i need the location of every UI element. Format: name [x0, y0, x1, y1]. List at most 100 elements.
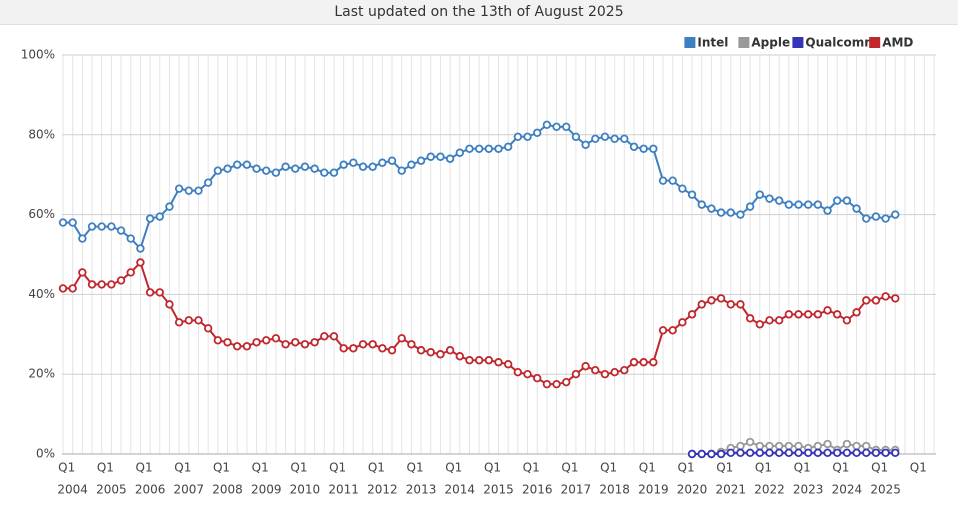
point: [716, 449, 726, 459]
point: [252, 164, 261, 173]
point: [600, 132, 610, 141]
series-line: [692, 451, 896, 455]
legend-swatch: [792, 37, 804, 48]
point: [484, 144, 494, 153]
point: [78, 268, 87, 277]
x-tick-label: Q1: [871, 461, 888, 475]
point: [794, 310, 803, 319]
point: [116, 226, 126, 235]
point: [262, 336, 271, 345]
legend-label: Intel: [697, 36, 728, 50]
point: [494, 358, 503, 367]
point: [174, 318, 184, 327]
point: [387, 156, 397, 165]
x-year-label: 2019: [638, 483, 669, 497]
y-tick-label: 40%: [28, 287, 55, 301]
point: [474, 356, 484, 365]
legend-swatch: [738, 37, 750, 48]
point: [658, 326, 668, 335]
point: [891, 210, 900, 219]
point: [271, 168, 281, 177]
point: [736, 441, 745, 451]
x-year-label: 2007: [174, 483, 205, 497]
point: [378, 158, 387, 167]
point: [262, 166, 271, 175]
header: Last updated on the 13th of August 2025: [0, 0, 958, 25]
point: [668, 176, 677, 185]
point: [562, 122, 571, 132]
point: [320, 168, 329, 177]
point: [436, 350, 445, 359]
point: [232, 160, 242, 169]
point: [571, 132, 581, 141]
point: [891, 448, 900, 458]
x-tick-label: Q1: [97, 461, 114, 475]
point: [97, 280, 106, 289]
x-year-label: 2008: [212, 483, 243, 497]
point: [232, 342, 242, 351]
x-tick-label: Q1: [832, 461, 849, 475]
point: [813, 200, 823, 209]
point: [387, 346, 397, 355]
point: [455, 148, 464, 157]
point: [784, 441, 794, 451]
x-year-label: 2014: [445, 483, 476, 497]
point: [271, 334, 281, 343]
x-year-label: 2025: [870, 483, 901, 497]
point: [649, 358, 658, 367]
x-year-label: 2013: [406, 483, 437, 497]
x-tick-label: Q1: [561, 461, 578, 475]
point: [784, 200, 794, 209]
series: [58, 120, 900, 253]
point: [774, 441, 784, 451]
point: [881, 292, 890, 301]
point: [455, 352, 464, 361]
x-tick-label: Q1: [329, 461, 346, 475]
chart: 0% 20% 40% 60% 80% 100% Q1 2004 Q1 2005 Q1 2006 Q1 20…: [21, 36, 936, 497]
point: [678, 184, 687, 193]
point: [416, 346, 426, 355]
point: [552, 122, 561, 132]
point: [562, 377, 571, 387]
point: [639, 144, 648, 153]
point: [378, 344, 387, 353]
x-year-label: 2011: [328, 483, 359, 497]
point: [78, 234, 87, 243]
x-year-label: 2016: [522, 483, 553, 497]
point: [358, 340, 368, 349]
point: [242, 342, 252, 351]
point: [523, 132, 532, 141]
point: [862, 214, 871, 223]
y-tick-label: 80%: [28, 127, 55, 141]
point: [813, 441, 823, 451]
x-year-label: 2010: [290, 483, 321, 497]
point: [794, 448, 803, 458]
point: [426, 348, 435, 357]
point: [794, 200, 803, 209]
point: [726, 448, 735, 458]
point: [600, 370, 610, 379]
point: [310, 164, 319, 173]
point: [165, 202, 174, 211]
point: [97, 222, 106, 231]
x-tick-label: Q1: [58, 461, 75, 475]
point: [503, 142, 513, 151]
point: [184, 186, 194, 195]
point: [552, 379, 561, 389]
point: [155, 288, 164, 297]
point: [184, 316, 194, 325]
point: [397, 166, 406, 175]
point: [523, 370, 532, 379]
point: [174, 184, 184, 193]
point: [494, 144, 503, 153]
point: [533, 128, 542, 138]
x-tick-label: Q1: [910, 461, 927, 475]
point: [591, 134, 600, 143]
point: [242, 160, 252, 169]
point: [813, 448, 823, 458]
point: [755, 320, 764, 329]
point: [620, 134, 629, 143]
point: [436, 152, 445, 161]
point: [145, 288, 155, 297]
point: [291, 164, 300, 173]
